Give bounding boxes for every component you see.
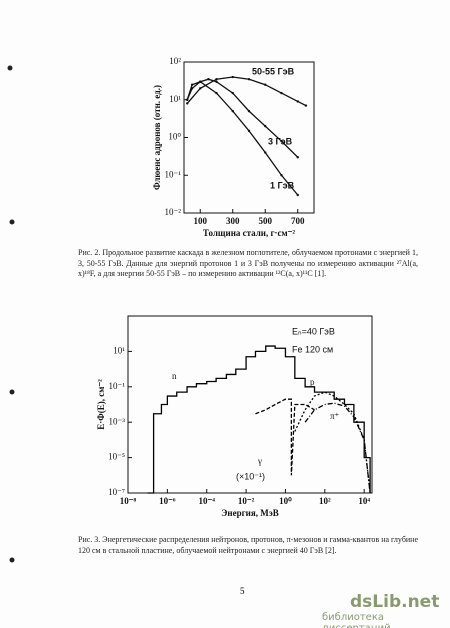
- y-tick-label: 10²: [169, 56, 181, 66]
- y-tick-label: 10⁻⁵: [108, 452, 125, 462]
- y-axis-label: Флюенс адронов (отн. ед.): [152, 85, 162, 190]
- series-line: [147, 345, 371, 494]
- x-tick-label: 10⁴: [358, 496, 370, 506]
- series-label: p: [310, 377, 315, 387]
- x-tick-label: 10⁻⁸: [120, 496, 137, 506]
- page-number: 5: [240, 586, 245, 596]
- annotation: Eₙ=40 ГэВ: [292, 326, 335, 336]
- data-point: [190, 83, 194, 86]
- data-point: [207, 78, 210, 81]
- y-tick-label: 10⁻²: [165, 207, 182, 217]
- y-tick-label: 10¹: [169, 94, 181, 104]
- watermark-subtitle: библиотека диссертаций: [322, 612, 391, 628]
- data-point: [186, 98, 189, 101]
- x-tick-label: 100: [194, 216, 208, 226]
- data-point: [215, 80, 218, 83]
- watermark-site: dsLib.net: [350, 592, 440, 612]
- data-point: [280, 174, 283, 177]
- series-label: 3 ГэВ: [268, 136, 293, 146]
- x-tick-label: 300: [226, 216, 240, 226]
- y-tick-label: 10¹: [113, 345, 125, 355]
- data-point: [215, 78, 218, 81]
- data-point: [264, 151, 267, 154]
- caption: Рис. 3. Энергетические распределения ней…: [78, 535, 418, 555]
- data-point: [247, 129, 251, 133]
- x-tick-label: 10⁻⁴: [198, 496, 215, 506]
- series-line: [186, 76, 307, 107]
- data-point: [304, 104, 308, 107]
- series-line: [304, 402, 371, 494]
- series-line: [186, 78, 299, 158]
- x-axis-label: Энергия, МэВ: [221, 508, 278, 518]
- x-tick-label: 10²: [319, 496, 331, 506]
- caption: Рис. 2. Продольное развитие каскада в же…: [78, 248, 418, 278]
- x-tick-label: 700: [291, 216, 305, 226]
- data-point: [280, 139, 283, 143]
- annotation: Fe 120 см: [292, 344, 333, 354]
- data-point: [280, 91, 283, 95]
- series-label: γ: [257, 456, 262, 466]
- annotation: (×10⁻¹): [236, 471, 265, 481]
- margin-dot: [7, 65, 13, 71]
- data-point: [186, 102, 189, 105]
- data-point: [296, 156, 299, 159]
- data-point: [231, 91, 234, 95]
- data-point: [231, 109, 234, 113]
- series-label: π⁺: [330, 411, 340, 421]
- data-point: [215, 91, 218, 95]
- margin-dot: [9, 557, 15, 563]
- series-label: n: [172, 371, 177, 381]
- data-point: [231, 75, 234, 79]
- data-point: [247, 109, 251, 113]
- y-tick-label: 10⁻¹: [109, 381, 126, 391]
- data-point: [199, 87, 202, 90]
- data-point: [296, 100, 299, 103]
- data-point: [247, 78, 251, 81]
- data-point: [264, 124, 267, 128]
- series-line: [294, 391, 371, 494]
- y-tick-label: 10⁰: [168, 132, 181, 142]
- y-tick-label: 10⁻⁷: [108, 487, 125, 497]
- data-point: [199, 80, 202, 83]
- y-tick-label: 10⁻¹: [165, 169, 182, 179]
- margin-dot: [9, 219, 15, 225]
- x-tick-label: 10⁻²: [238, 496, 255, 506]
- x-axis-label: Толщина стали, г·см⁻²: [203, 228, 296, 238]
- data-point: [296, 193, 299, 197]
- plot-frame: [127, 315, 373, 494]
- x-tick-label: 500: [259, 216, 273, 226]
- series-line: [255, 398, 315, 476]
- x-tick-label: 10⁻⁶: [159, 496, 176, 506]
- y-tick-label: 10⁻³: [109, 416, 126, 426]
- margin-dot: [9, 389, 15, 395]
- y-axis-label: E·Φ(E), см⁻²: [96, 379, 106, 430]
- data-point: [264, 83, 267, 86]
- series-label: 1 ГэВ: [270, 180, 295, 190]
- series-label: 50-55 ГэВ: [252, 66, 295, 76]
- x-tick-label: 10⁰: [279, 496, 292, 506]
